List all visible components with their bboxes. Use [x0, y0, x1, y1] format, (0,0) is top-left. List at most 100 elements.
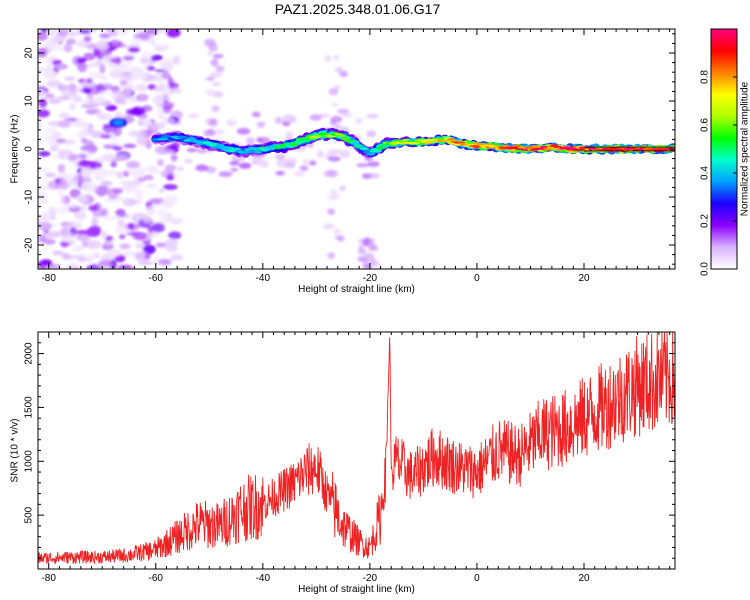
- noise-blob: [115, 208, 126, 218]
- noise-blob: [142, 244, 156, 255]
- noise-blob: [78, 253, 86, 263]
- colorbar-tick-label: 0.0: [700, 262, 711, 276]
- ridge-blob: [215, 143, 225, 147]
- noise-blob: [99, 33, 111, 39]
- halo-blob: [366, 172, 381, 179]
- noise-blob: [138, 31, 151, 41]
- halo-blob: [317, 113, 330, 118]
- noise-blob: [66, 203, 79, 209]
- noise-blob: [144, 251, 151, 261]
- noise-blob: [153, 92, 166, 97]
- noise-blob: [140, 51, 154, 58]
- halo-blob: [196, 147, 208, 154]
- noise-blob: [126, 168, 135, 175]
- sparse-blob: [370, 260, 380, 268]
- sparse-blob: [328, 87, 339, 96]
- noise-blob: [145, 183, 158, 189]
- noise-blob: [103, 82, 112, 90]
- halo-blob: [337, 108, 350, 114]
- noise-blob: [126, 161, 141, 169]
- noise-blob: [146, 65, 156, 71]
- noise-blob: [38, 215, 50, 223]
- noise-blob: [68, 152, 76, 163]
- noise-blob: [75, 244, 86, 250]
- ridge-blob: [376, 146, 386, 150]
- halo-blob: [331, 149, 344, 155]
- sparse-blob: [211, 81, 222, 87]
- top-y-tick-label: 0: [24, 146, 35, 152]
- bottom-y-tick-label: 500: [24, 506, 35, 523]
- bottom-x-tick-label: -40: [256, 573, 271, 584]
- sparse-blob: [324, 55, 332, 63]
- halo-blob: [285, 131, 294, 138]
- noise-blob: [122, 197, 136, 207]
- noise-blob: [119, 80, 128, 86]
- noise-blob: [100, 230, 108, 239]
- noise-blob: [105, 104, 118, 111]
- noise-blob: [48, 206, 57, 216]
- sparse-blob: [337, 235, 345, 242]
- noise-blob: [85, 254, 93, 263]
- noise-blob: [60, 173, 74, 183]
- top-x-tick-label: 0: [474, 273, 480, 284]
- noise-blob: [58, 112, 70, 119]
- sparse-blob: [330, 102, 339, 108]
- halo-blob: [183, 158, 194, 164]
- noise-blob: [137, 261, 153, 266]
- noise-blob: [64, 117, 78, 122]
- noise-blob: [60, 232, 75, 238]
- noise-blob: [142, 216, 153, 223]
- noise-blob: [146, 205, 156, 216]
- top-x-tick-label: -60: [149, 273, 164, 284]
- top-y-tick-label: 10: [24, 95, 35, 107]
- noise-blob: [82, 121, 90, 131]
- noise-blob: [172, 55, 181, 65]
- halo-blob: [354, 117, 363, 124]
- noise-blob: [60, 84, 70, 94]
- bottom-x-tick-label: -60: [149, 573, 164, 584]
- sparse-blob: [205, 76, 215, 81]
- sparse-blob: [327, 252, 336, 260]
- noise-blob: [52, 29, 62, 33]
- noise-blob: [131, 169, 146, 178]
- noise-blob: [106, 249, 122, 258]
- noise-blob: [131, 36, 143, 46]
- bottom-y-tick-label: 1000: [24, 450, 35, 473]
- halo-blob: [341, 112, 353, 118]
- top-y-axis-title: Frequency (Hz): [10, 115, 21, 184]
- noise-blob: [76, 209, 85, 218]
- noise-blob: [45, 65, 52, 73]
- noise-blob: [76, 119, 83, 128]
- noise-blob: [164, 56, 175, 63]
- noise-blob: [94, 174, 106, 181]
- colorbar: 0.0 0.2 0.4 0.6 0.8 Normalized spectral ampli…: [700, 28, 750, 276]
- noise-blob: [158, 188, 165, 193]
- bottom-x-tick-label: -20: [363, 573, 378, 584]
- halo-blob: [366, 130, 377, 138]
- halo-blob: [188, 113, 200, 119]
- ridge-blob: [353, 144, 363, 148]
- spectrogram-plot: -80 -60 -40 -20 0 20 -20 -10 0 10 20 Height of stra…: [10, 28, 676, 295]
- noise-blob: [48, 99, 61, 104]
- noise-blob: [75, 230, 89, 235]
- noise-blob: [92, 167, 107, 176]
- noise-blob: [161, 117, 176, 125]
- noise-blob: [100, 134, 112, 139]
- noise-blob: [60, 241, 70, 248]
- noise-blob: [144, 58, 152, 67]
- noise-blob: [155, 242, 167, 248]
- noise-blob: [69, 255, 81, 259]
- noise-blob: [63, 43, 73, 53]
- sparse-blob: [204, 38, 216, 47]
- noise-blob: [77, 41, 93, 47]
- ridge-blob: [372, 148, 382, 152]
- noise-blob: [96, 204, 103, 209]
- noise-blob: [64, 76, 76, 82]
- noise-blob: [76, 57, 87, 64]
- noise-blob: [109, 30, 118, 37]
- noise-blob: [78, 177, 93, 183]
- snr-line: [38, 332, 675, 565]
- halo-blob: [302, 158, 309, 165]
- halo-blob: [256, 137, 263, 143]
- halo-blob: [286, 161, 296, 169]
